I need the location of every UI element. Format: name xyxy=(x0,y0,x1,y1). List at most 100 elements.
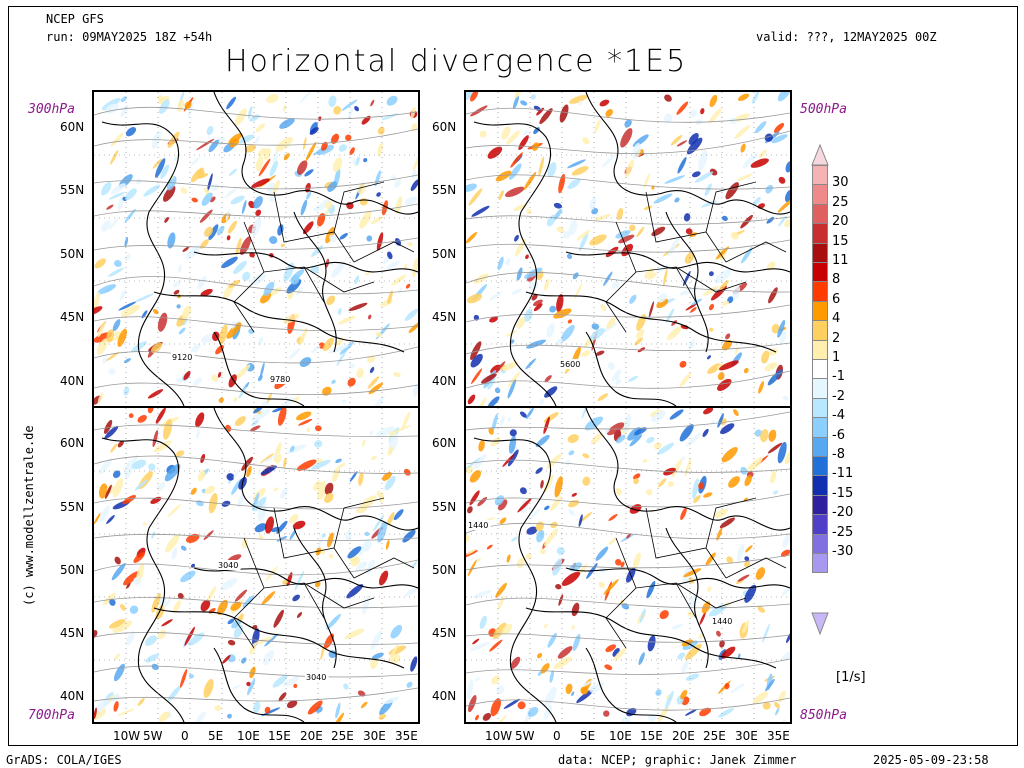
lon-label: 20E xyxy=(300,729,323,743)
contour-label-bg xyxy=(559,359,583,369)
colorbar-tick-label: -4 xyxy=(832,408,845,424)
colorbar-swatch xyxy=(812,320,828,341)
height-contour xyxy=(466,215,790,225)
height-contour xyxy=(466,522,790,540)
colorbar-swatch xyxy=(812,339,828,360)
level-label-850: 850hPa xyxy=(800,708,847,723)
map-850hpa: 1440 1440 xyxy=(466,408,790,722)
colorbar-swatch xyxy=(812,514,828,535)
coastline xyxy=(101,92,418,406)
country-borders xyxy=(605,181,787,333)
colorbar-swatch xyxy=(812,300,828,322)
lat-label: 50N xyxy=(432,563,457,577)
lat-label: 45N xyxy=(60,626,85,640)
colorbar-swatch xyxy=(812,417,828,438)
level-label-700: 700hPa xyxy=(28,708,75,723)
country-borders xyxy=(233,181,415,333)
panel-500hpa: 5600 xyxy=(464,90,792,408)
lon-label: 15E xyxy=(640,729,663,743)
height-contour xyxy=(466,174,790,190)
valid-time: valid: ???, 12MAY2025 00Z xyxy=(756,30,937,44)
lat-label: 60N xyxy=(432,436,457,450)
panel-700hpa: 3040 3040 xyxy=(92,406,420,724)
lon-label: 10W xyxy=(113,729,141,743)
lon-label: 30E xyxy=(363,729,386,743)
footer-right: 2025-05-09-23:58 xyxy=(873,753,989,767)
colorbar-tick-label: 11 xyxy=(832,253,849,268)
panel-300hpa: 9120 9780 xyxy=(92,90,420,408)
colorbar-tick-label: 6 xyxy=(832,291,841,307)
colorbar-arrow-top xyxy=(811,144,829,166)
level-label-300: 300hPa xyxy=(28,102,75,117)
lon-label: 0 xyxy=(553,729,561,743)
contour-label: 1440 xyxy=(468,521,488,530)
country-borders xyxy=(605,497,787,649)
lon-label: 25E xyxy=(703,729,726,743)
colorbar-swatch xyxy=(812,456,828,477)
contour-label-bg xyxy=(269,374,293,384)
divergence-field xyxy=(466,408,790,722)
lon-label: 5E xyxy=(208,729,224,743)
colorbar-swatch xyxy=(812,223,828,244)
colorbar-tick-label: 15 xyxy=(832,233,849,249)
colorbar-tick-label: -30 xyxy=(832,544,854,559)
colorbar-tick-label: -15 xyxy=(832,485,854,501)
colorbar-arrow-bottom xyxy=(811,612,829,636)
colorbar-swatch xyxy=(812,436,828,457)
lat-label: 45N xyxy=(60,310,85,324)
height-contour xyxy=(466,554,790,571)
lat-label: 60N xyxy=(60,436,85,450)
contour-label-bg xyxy=(171,352,195,362)
lon-label: 30E xyxy=(735,729,758,743)
lon-label: 10E xyxy=(609,729,632,743)
colorbar-swatch xyxy=(812,475,828,496)
coastline xyxy=(473,92,790,406)
lon-label: 10E xyxy=(237,729,260,743)
colorbar-swatch xyxy=(812,378,828,399)
panel-850hpa: 1440 1440 xyxy=(464,406,792,724)
coastline xyxy=(101,408,418,722)
colorbar-swatch xyxy=(812,262,828,283)
lat-label: 40N xyxy=(60,689,85,703)
height-contour xyxy=(466,459,790,473)
figure-frame xyxy=(8,6,1018,746)
height-contour xyxy=(466,597,790,609)
lat-label: 60N xyxy=(60,120,85,134)
lon-label: 15E xyxy=(268,729,291,743)
lat-label: 55N xyxy=(432,183,457,197)
colorbar-tick-label: -20 xyxy=(832,505,854,521)
colorbar-tick-label: 30 xyxy=(832,175,849,191)
height-contour xyxy=(466,697,790,711)
height-contour xyxy=(94,203,418,218)
height-contour xyxy=(466,304,790,323)
lat-label: 50N xyxy=(60,247,85,261)
lon-label: 5W xyxy=(515,729,535,743)
colorbar-tick-label: 25 xyxy=(832,194,849,210)
lon-label: 25E xyxy=(331,729,354,743)
colorbar-tick-label: -1 xyxy=(832,369,845,385)
contour-label-bg xyxy=(467,520,491,530)
lat-label: 50N xyxy=(60,563,85,577)
height-contour xyxy=(466,342,790,355)
height-contour xyxy=(94,382,418,396)
height-contour xyxy=(466,411,790,431)
colorbar-unit: [1/s] xyxy=(836,670,866,685)
model-name: NCEP GFS xyxy=(46,12,104,26)
lon-label: 35E xyxy=(395,729,418,743)
height-contour xyxy=(94,687,418,702)
colorbar-swatch xyxy=(812,494,828,516)
lat-label: 40N xyxy=(432,374,457,388)
contour-label-bg xyxy=(711,616,735,626)
colorbar-tick-label: -2 xyxy=(832,388,845,404)
height-contour xyxy=(466,239,790,253)
colorbar-tick-label: 1 xyxy=(832,350,841,365)
contour-label: 5600 xyxy=(560,360,580,369)
footer-center: data: NCEP; graphic: Janek Zimmer xyxy=(558,753,797,767)
lon-label: 5W xyxy=(143,729,163,743)
map-500hpa: 5600 xyxy=(466,92,790,406)
height-contour xyxy=(94,237,418,251)
height-contour xyxy=(94,665,418,678)
contour-label: 9120 xyxy=(172,353,192,362)
colorbar-tick-label: -8 xyxy=(832,447,845,462)
